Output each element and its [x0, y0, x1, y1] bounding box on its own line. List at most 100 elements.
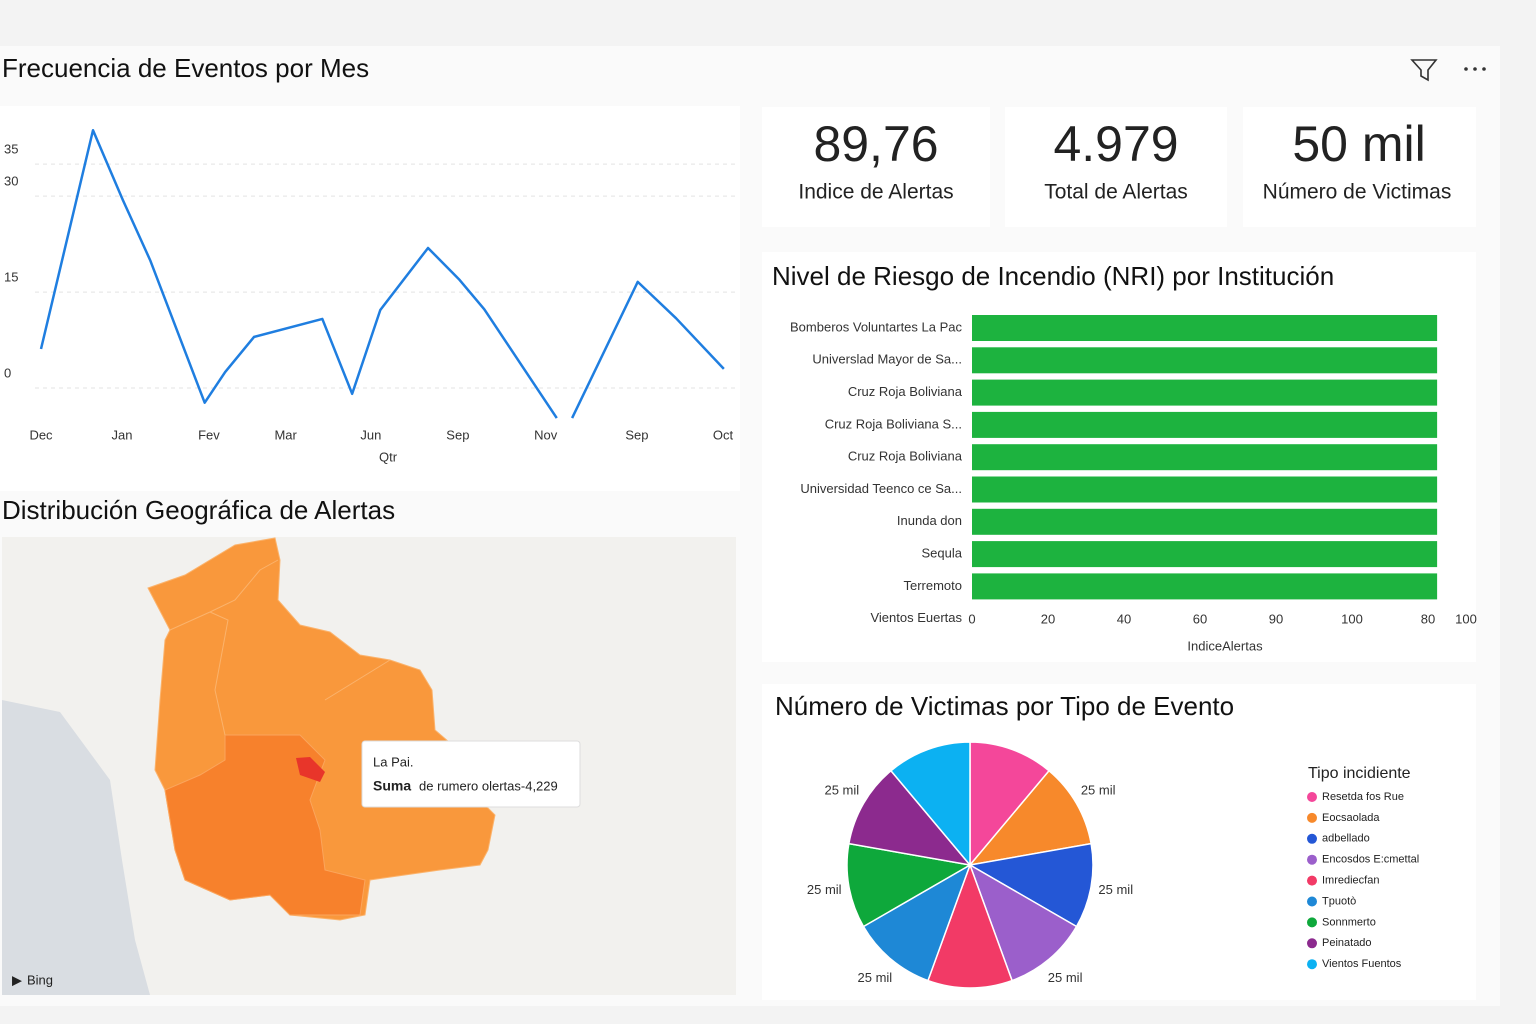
bar [972, 379, 1438, 406]
bar [972, 411, 1438, 438]
kpi-card [1005, 107, 1227, 227]
x-tick-label: Sep [446, 427, 469, 442]
x-tick-label: 20 [1041, 611, 1055, 626]
y-tick-label: Vientos Euertas [870, 610, 962, 625]
legend-swatch [1307, 833, 1317, 844]
legend-swatch [1307, 854, 1317, 865]
filter-icon[interactable] [1410, 59, 1438, 82]
map-sea [2, 700, 150, 995]
bar [972, 508, 1438, 535]
kpi-value: 4.979 [1053, 116, 1178, 172]
map-credit: Bing [27, 972, 53, 987]
kpi-label: Número de Victimas [1263, 181, 1452, 204]
legend-title: Tipo incidiente [1308, 765, 1411, 782]
legend-swatch [1307, 896, 1317, 907]
legend-label: Sonnmerto [1322, 916, 1376, 928]
chart-title: Frecuencia de Eventos por Mes [2, 53, 369, 83]
tooltip-place: La Pai. [373, 754, 413, 769]
pie-slice [889, 741, 971, 868]
x-tick-label: 90 [1269, 611, 1283, 626]
legend-swatch [1307, 812, 1317, 823]
x-tick-label: Oct [713, 427, 734, 442]
x-tick-label: Sep [625, 427, 648, 442]
x-tick-label: Nov [534, 427, 558, 442]
data-label: 25 mil [1098, 882, 1133, 897]
data-label: 25 mil [858, 970, 893, 985]
y-tick-label: 30 [4, 174, 18, 189]
legend-label: Peinatado [1322, 937, 1372, 949]
pie-slice [968, 769, 1092, 867]
x-tick-label: 100 [1341, 611, 1363, 626]
line-panel [0, 106, 740, 491]
pie-slice [926, 862, 1014, 989]
legend-swatch [1307, 875, 1317, 886]
pie-slice [847, 769, 972, 867]
legend-label: Eocsaolada [1322, 812, 1380, 824]
x-tick-label: Fev [198, 427, 220, 442]
map-title: Distribución Geográfica de Alertas [2, 495, 395, 525]
map-credit-icon: ▶ [12, 972, 22, 987]
tooltip [361, 740, 581, 808]
y-tick-label: Terremoto [903, 578, 962, 593]
legend-label: Tpuotò [1322, 895, 1356, 907]
chart-title: Número de Victimas por Tipo de Evento [775, 691, 1234, 721]
chart-title: Nivel de Riesgo de Incendio (NRI) por In… [772, 261, 1334, 291]
y-tick-label: Inunda don [897, 513, 962, 528]
x-tick-label: 0 [968, 611, 975, 626]
more-options[interactable] [1464, 67, 1486, 71]
legend-swatch [1307, 959, 1317, 970]
map-border [324, 659, 391, 701]
legend-label: Imrediecfan [1322, 875, 1379, 887]
data-label: 25 mil [1048, 970, 1083, 985]
pie-slice [846, 842, 973, 928]
bar [972, 541, 1438, 568]
pie-slice [969, 741, 1051, 868]
x-tick-label: 40 [1117, 611, 1131, 626]
legend-swatch [1307, 792, 1317, 802]
x-tick-label: Jun [360, 427, 381, 442]
tooltip-key: Suma [373, 778, 411, 794]
y-tick-label: Cruz Roja Boliviana [848, 449, 963, 464]
bar [972, 476, 1438, 503]
pie-slice [968, 863, 1078, 982]
legend-swatch [1307, 938, 1317, 949]
y-tick-label: 35 [4, 142, 18, 157]
kpi-value: 50 mil [1292, 116, 1425, 172]
data-label: 25 mil [1081, 782, 1116, 797]
legend-swatch [1307, 917, 1317, 928]
tooltip-text: de rumero olertas-4,229 [419, 778, 558, 793]
map-highlight[interactable] [296, 757, 325, 782]
line [39, 129, 725, 419]
bar [972, 573, 1438, 600]
y-tick-label: Bomberos Voluntartes La Pac [790, 319, 962, 334]
pie-slice [862, 863, 972, 982]
kpi-card [762, 107, 990, 227]
y-tick-label: 15 [4, 270, 18, 285]
data-label: 25 mil [807, 882, 842, 897]
x-tick-label: Mar [274, 427, 297, 442]
kpi-label: Indice de Alertas [798, 181, 953, 204]
y-tick-label: Sequla [922, 546, 963, 561]
map: ▶ Bing La Pai. Suma de rumero olertas-4,… [2, 537, 736, 995]
legend-label: adbellado [1322, 833, 1370, 845]
y-tick-label: Cruz Roja Boliviana [848, 384, 963, 399]
y-tick-label: Universlad Mayor de Sa... [812, 352, 962, 367]
legend-label: Resetda fos Rue [1322, 791, 1404, 803]
map-border [169, 559, 279, 631]
y-tick-label: Cruz Roja Boliviana S... [825, 416, 962, 431]
data-label: 25 mil [824, 782, 859, 797]
x-axis-title: IndiceAlertas [1187, 638, 1263, 653]
x-tick-label: Jan [112, 427, 133, 442]
legend-label: Encosdos E:cmettal [1322, 854, 1419, 866]
kpi-label: Total de Alertas [1044, 181, 1188, 204]
bar [972, 444, 1438, 471]
x-tick-label: 100 [1455, 611, 1477, 626]
x-tick-label: 60 [1193, 611, 1207, 626]
y-tick-label: 0 [4, 365, 11, 380]
y-tick-label: Universidad Teenco ce Sa... [800, 481, 962, 496]
x-tick-label: 80 [1421, 611, 1435, 626]
kpi-card [1243, 107, 1476, 227]
x-tick-label: Dec [29, 427, 53, 442]
